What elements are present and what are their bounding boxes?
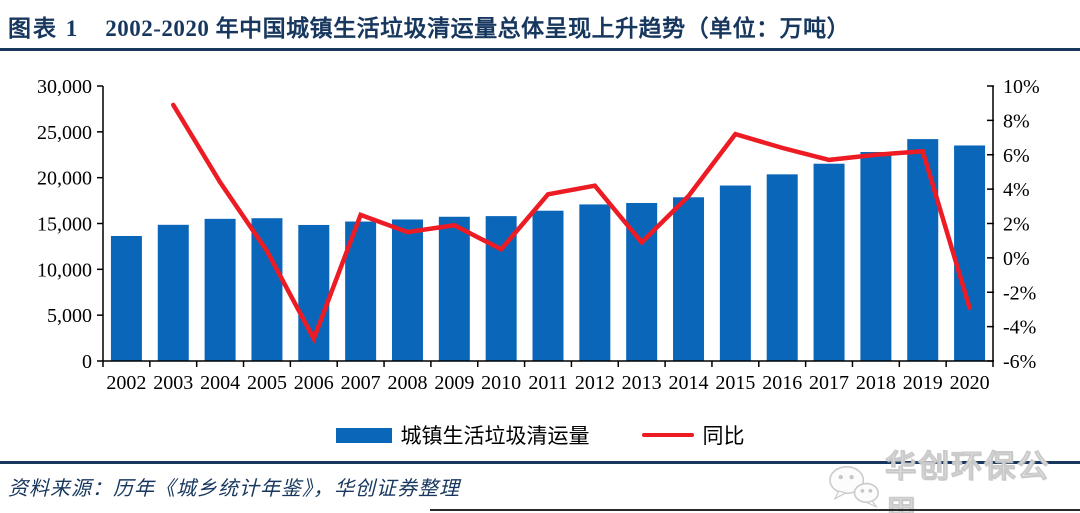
- x-axis-label-2014: 2014: [669, 372, 709, 394]
- chart-legend: 城镇生活垃圾清运量 同比: [0, 420, 1080, 450]
- left-axis-tick-label: 0: [82, 351, 92, 373]
- footer-divider: [0, 461, 1080, 464]
- brand-watermark-text: 华创环保公用: [885, 449, 1051, 513]
- wechat-icon: [829, 466, 879, 509]
- x-axis-label-2011: 2011: [528, 372, 567, 394]
- bar-2008: [391, 219, 423, 361]
- left-axis-tick-label: 15,000: [37, 214, 92, 236]
- left-axis-tick-label: 30,000: [37, 76, 92, 98]
- x-axis-label-2015: 2015: [715, 372, 755, 394]
- x-axis-label-2007: 2007: [341, 372, 381, 394]
- x-axis-label-2006: 2006: [294, 372, 334, 394]
- bar-series-swatch: [335, 427, 392, 443]
- bottom-border: [430, 509, 1080, 511]
- bar-2015: [719, 185, 751, 361]
- bar-2004: [204, 218, 236, 361]
- bar-2005: [251, 218, 283, 361]
- x-axis-label-2013: 2013: [622, 372, 662, 394]
- figure-title: 图表 1 2002-2020 年中国城镇生活垃圾清运量总体呈现上升趋势（单位：万吨…: [8, 9, 1072, 43]
- bar-2009: [438, 216, 470, 361]
- right-axis-tick-label: 10%: [1003, 76, 1040, 98]
- title-divider: [0, 48, 1080, 51]
- legend-item-bars: 城镇生活垃圾清运量: [335, 420, 590, 450]
- x-axis-label-2004: 2004: [200, 372, 240, 394]
- figure-title-text: 2002-2020 年中国城镇生活垃圾清运量总体呈现上升趋势（单位：万吨）: [105, 16, 851, 41]
- x-axis-label-2018: 2018: [856, 372, 896, 394]
- x-axis-label-2012: 2012: [575, 372, 615, 394]
- right-axis-tick-label: 6%: [1003, 145, 1030, 167]
- x-axis-label-2002: 2002: [106, 372, 146, 394]
- bar-series-label: 城镇生活垃圾清运量: [400, 424, 590, 448]
- bar-2002: [110, 235, 142, 361]
- bar-2003: [157, 224, 189, 361]
- right-axis-tick-label: 4%: [1003, 179, 1030, 201]
- line-series-swatch: [641, 432, 694, 438]
- right-axis-tick-label: 2%: [1003, 214, 1030, 236]
- line-series-label: 同比: [702, 424, 745, 448]
- brand-watermark: 华创环保公用: [826, 441, 1080, 513]
- right-axis-tick-label: -4%: [1003, 317, 1036, 339]
- left-axis-tick-label: 5,000: [47, 305, 92, 327]
- x-axis-label-2003: 2003: [153, 372, 193, 394]
- right-axis-tick-label: -2%: [1003, 282, 1036, 304]
- bar-2020: [954, 145, 986, 361]
- left-axis-tick-label: 20,000: [37, 168, 92, 190]
- yoy-line: [171, 102, 972, 345]
- x-axis-label-2010: 2010: [481, 372, 521, 394]
- bar-2016: [766, 174, 798, 361]
- x-axis-label-2005: 2005: [247, 372, 287, 394]
- right-axis-tick-label: 0%: [1003, 248, 1030, 270]
- bar-2019: [907, 139, 939, 361]
- bar-2012: [579, 204, 611, 361]
- x-axis-label-2017: 2017: [809, 372, 849, 394]
- left-axis-tick-label: 25,000: [37, 122, 92, 144]
- chart-canvas: 0 5,000 10,000 15,000 20,000 25,000 30,000 -6% -…: [37, 76, 1040, 394]
- right-axis-tick-label: -6%: [1003, 351, 1036, 373]
- x-axis-label-2019: 2019: [903, 372, 943, 394]
- x-axis-label-2016: 2016: [762, 372, 802, 394]
- bar-2018: [860, 151, 892, 361]
- legend-item-line: 同比: [641, 420, 745, 450]
- bar-2011: [532, 210, 564, 361]
- bar-2014: [673, 197, 705, 361]
- x-axis-label-2008: 2008: [387, 372, 427, 394]
- x-axis-label-2009: 2009: [434, 372, 474, 394]
- source-note: 资料来源：历年《城乡统计年鉴》，华创证券整理: [8, 478, 460, 500]
- left-axis-tick-label: 10,000: [37, 259, 92, 281]
- x-axis-label-2020: 2020: [950, 372, 990, 394]
- right-axis-tick-label: 8%: [1003, 110, 1030, 132]
- figure-number-label: 图表 1: [8, 16, 80, 41]
- bar-2017: [813, 163, 845, 361]
